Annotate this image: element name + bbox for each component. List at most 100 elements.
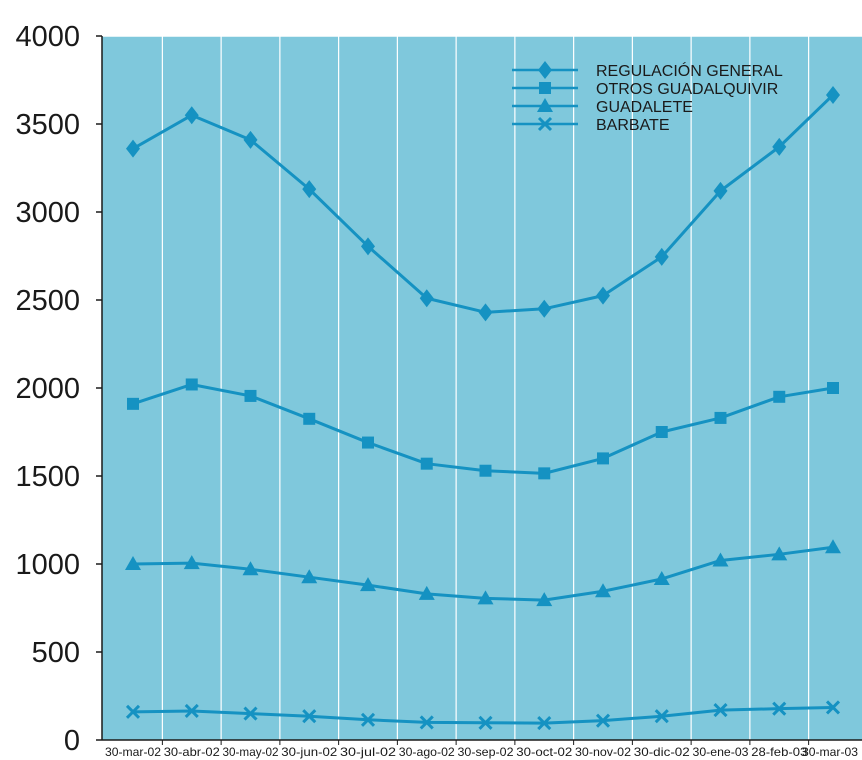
data-point <box>773 390 786 403</box>
y-axis-ticks: 0 500 1000 1500 2000 2500 3000 3500 4000 <box>15 21 102 757</box>
x-tick-label: 30-ago-02 <box>399 745 455 759</box>
data-point <box>478 303 493 322</box>
data-point <box>302 180 317 199</box>
data-point <box>595 583 611 598</box>
legend-marker <box>538 61 552 79</box>
series-group <box>125 85 841 731</box>
data-point <box>825 700 841 715</box>
y-tick-label: 0 <box>64 725 80 757</box>
data-point <box>826 85 840 104</box>
data-point <box>771 546 788 561</box>
data-point <box>655 426 668 438</box>
marker-stroke <box>772 701 787 716</box>
x-tick-label: 30-ene-03 <box>693 745 749 759</box>
data-point <box>712 552 729 567</box>
data-point <box>360 712 376 727</box>
data-point <box>772 137 787 156</box>
data-point <box>185 378 198 391</box>
data-point <box>243 130 258 149</box>
marker-stroke <box>537 116 553 132</box>
data-point <box>127 397 139 410</box>
data-point <box>418 585 435 600</box>
marker-stroke <box>654 709 669 724</box>
data-point <box>477 590 494 605</box>
data-point <box>243 706 258 721</box>
marker-stroke <box>595 713 611 728</box>
x-tick-label: 30-nov-02 <box>575 745 631 759</box>
grid-lines <box>102 35 862 740</box>
data-point <box>419 715 434 730</box>
series-3 <box>125 700 841 731</box>
x-tick-label: 30-abr-02 <box>164 745 220 759</box>
data-point <box>479 464 492 477</box>
y-tick-label: 3500 <box>15 109 80 141</box>
y-tick-label: 3000 <box>15 197 80 229</box>
series-2 <box>125 539 841 607</box>
y-tick-label: 500 <box>32 637 80 669</box>
marker-stroke <box>478 715 493 730</box>
data-point <box>654 709 669 724</box>
data-point <box>244 389 257 402</box>
data-point <box>302 709 317 724</box>
marker-stroke <box>713 703 728 718</box>
y-tick-label: 1000 <box>15 549 80 581</box>
data-point <box>303 412 316 425</box>
data-point <box>420 457 433 470</box>
data-point <box>360 577 376 592</box>
legend-label: BARBATE <box>596 117 670 134</box>
plot-area <box>102 36 862 740</box>
data-point <box>183 555 200 570</box>
legend-marker <box>537 116 553 132</box>
marker-stroke <box>419 715 434 730</box>
data-point <box>126 139 140 158</box>
y-tick-label: 1500 <box>15 461 80 493</box>
x-tick-label: 30-dic-02 <box>634 745 690 759</box>
x-tick-label: 30-oct-02 <box>516 745 572 759</box>
series-0 <box>126 85 840 322</box>
data-point <box>184 703 199 719</box>
data-point <box>125 704 141 719</box>
series-1 <box>127 378 839 480</box>
data-point <box>597 452 609 465</box>
data-point <box>478 715 493 730</box>
legend-label: GUADALETE <box>596 99 693 116</box>
data-point <box>538 467 551 480</box>
legend-marker <box>539 82 551 94</box>
data-point <box>772 701 787 716</box>
data-point <box>242 561 259 576</box>
data-point <box>361 237 375 256</box>
data-point <box>301 569 318 584</box>
data-point <box>595 713 611 728</box>
marker-stroke <box>302 709 317 724</box>
data-point <box>654 247 669 266</box>
data-point <box>362 436 374 449</box>
x-tick-label: 30-may-02 <box>223 745 279 759</box>
data-point <box>184 106 199 125</box>
y-tick-label: 2500 <box>15 285 80 317</box>
y-tick-label: 2000 <box>15 373 80 405</box>
data-point <box>125 556 141 570</box>
x-tick-label: 30-jun-02 <box>281 745 337 759</box>
marker-stroke <box>243 706 258 721</box>
legend-label: OTROS GUADALQUIVIR <box>596 81 778 98</box>
data-point <box>653 570 670 585</box>
data-point <box>713 181 728 200</box>
marker-stroke <box>184 703 199 719</box>
data-point <box>419 289 434 308</box>
x-tick-label: 30-mar-03 <box>802 745 858 759</box>
x-tick-label: 30-jul-02 <box>340 745 396 759</box>
data-point <box>536 592 553 607</box>
x-tick-label: 30-sep-02 <box>458 745 514 759</box>
marker-stroke <box>360 712 376 727</box>
legend-marker <box>537 98 553 112</box>
marker-stroke <box>125 704 141 719</box>
data-point <box>713 703 728 718</box>
data-point <box>596 286 610 305</box>
data-point <box>714 411 727 424</box>
marker-stroke <box>825 700 841 715</box>
data-point <box>827 382 839 394</box>
x-tick-label: 30-mar-02 <box>105 745 161 759</box>
marker-stroke <box>537 716 552 731</box>
